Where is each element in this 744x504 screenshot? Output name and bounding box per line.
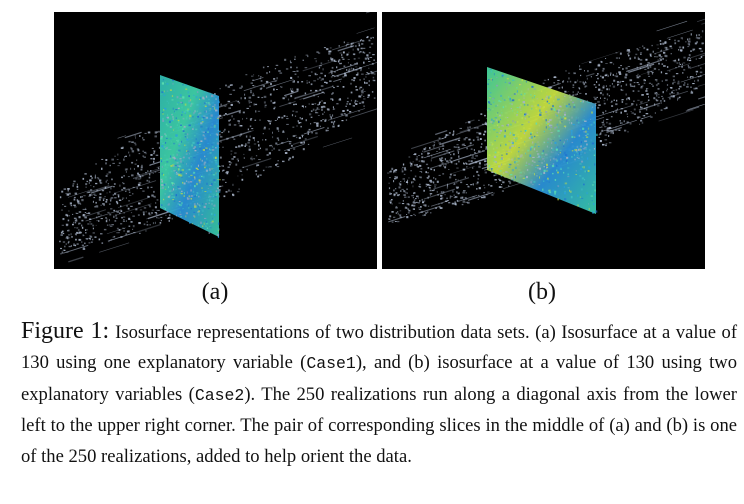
point-cloud-front-a: [59, 36, 374, 255]
caption-code-case1: Case1: [306, 354, 356, 374]
slice-texture-a: [160, 79, 221, 238]
isosurface-render-b: [387, 18, 705, 223]
caption-code-case2: Case2: [194, 385, 245, 405]
point-cloud-front-b: [388, 37, 702, 222]
caption-text-2: ), and (b) isosurface at a value of 130 …: [21, 352, 737, 405]
isosurface-panel-b: [382, 12, 705, 269]
isosurface-panel-a: [54, 12, 377, 269]
panel-label-a: (a): [201, 279, 229, 305]
caption-text-1: Isosurface representations of two distri…: [21, 322, 738, 374]
figure-caption: Figure 1: Isosurface representations of t…: [21, 316, 737, 472]
panel-label-b: (b): [528, 279, 556, 305]
isosurface-render-a: [59, 12, 377, 263]
caption-text-3: ). The 250 realizations run along a diag…: [21, 383, 737, 467]
figure-label: Figure 1:: [21, 318, 110, 344]
slice-plane-a: [160, 75, 219, 237]
